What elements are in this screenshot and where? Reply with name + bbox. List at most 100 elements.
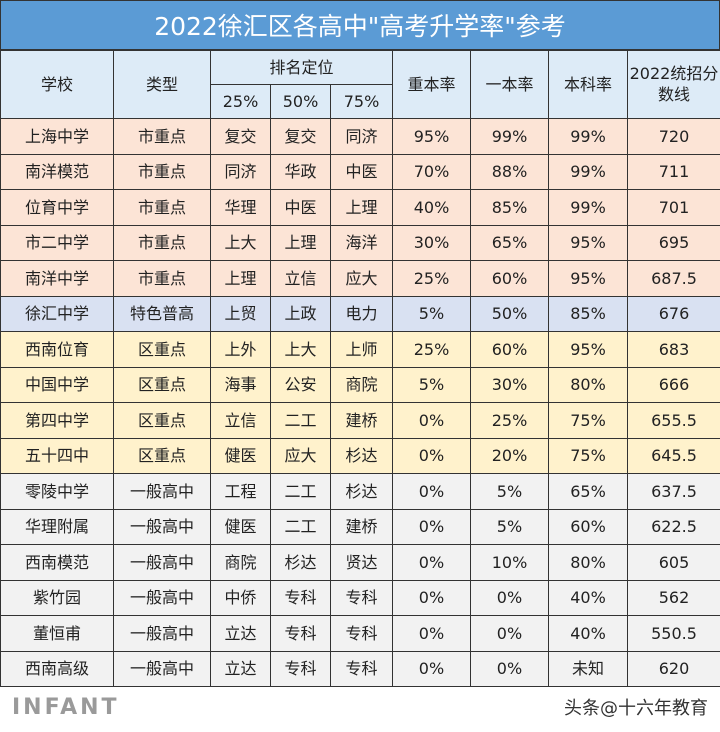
cell-p50: 复交 [270, 118, 331, 155]
table-row: 华理附属 一般高中 健医 二工 建桥 0% 5% 60% 622.5 [0, 508, 720, 545]
cell-school: 零陵中学 [0, 473, 114, 510]
cell-key-rate: 70% [392, 153, 471, 190]
cell-type: 市重点 [113, 153, 211, 190]
header-tier1-rate: 一本率 [470, 50, 549, 119]
cell-p50: 杉达 [270, 544, 331, 581]
cell-key-rate: 0% [392, 402, 471, 439]
cell-type: 一般高中 [113, 579, 211, 616]
cell-key-rate: 30% [392, 224, 471, 261]
cell-school: 市二中学 [0, 224, 114, 261]
cell-type: 区重点 [113, 437, 211, 474]
cell-p25: 上理 [210, 260, 271, 297]
table-row: 五十四中 区重点 健医 应大 杉达 0% 20% 75% 645.5 [0, 437, 720, 474]
cell-key-rate: 5% [392, 295, 471, 332]
cell-score: 695 [627, 224, 720, 261]
cell-tier1-rate: 5% [470, 473, 549, 510]
cell-tier1-rate: 60% [470, 260, 549, 297]
cell-school: 华理附属 [0, 508, 114, 545]
cell-p75: 电力 [330, 295, 393, 332]
cell-school: 南洋中学 [0, 260, 114, 297]
cell-p75: 杉达 [330, 473, 393, 510]
cell-tier1-rate: 99% [470, 118, 549, 155]
cell-p25: 复交 [210, 118, 271, 155]
header-p25: 25% [210, 84, 271, 119]
cell-school: 紫竹园 [0, 579, 114, 616]
cell-type: 一般高中 [113, 508, 211, 545]
table-row: 西南模范 一般高中 商院 杉达 贤达 0% 10% 80% 605 [0, 544, 720, 581]
cell-p50: 专科 [270, 615, 331, 652]
header-bachelor-rate: 本科率 [548, 50, 628, 119]
cell-score: 562 [627, 579, 720, 616]
cell-p75: 上理 [330, 189, 393, 226]
table-row: 南洋模范 市重点 同济 华政 中医 70% 88% 99% 711 [0, 153, 720, 190]
table-row: 紫竹园 一般高中 中侨 专科 专科 0% 0% 40% 562 [0, 579, 720, 616]
cell-key-rate: 25% [392, 331, 471, 368]
cell-bachelor-rate: 95% [548, 260, 628, 297]
cell-key-rate: 40% [392, 189, 471, 226]
cell-p75: 专科 [330, 650, 393, 687]
cell-p50: 二工 [270, 508, 331, 545]
cell-bachelor-rate: 未知 [548, 650, 628, 687]
cell-p75: 专科 [330, 579, 393, 616]
cell-p75: 商院 [330, 366, 393, 403]
cell-type: 市重点 [113, 224, 211, 261]
cell-key-rate: 0% [392, 615, 471, 652]
table-row: 徐汇中学 特色普高 上贸 上政 电力 5% 50% 85% 676 [0, 295, 720, 332]
header-rank: 排名定位 [210, 50, 393, 85]
cell-p75: 应大 [330, 260, 393, 297]
cell-type: 市重点 [113, 260, 211, 297]
cell-p25: 上外 [210, 331, 271, 368]
cell-tier1-rate: 60% [470, 331, 549, 368]
cell-key-rate: 0% [392, 579, 471, 616]
cell-key-rate: 95% [392, 118, 471, 155]
cell-p75: 杉达 [330, 437, 393, 474]
cell-bachelor-rate: 40% [548, 579, 628, 616]
cell-p25: 中侨 [210, 579, 271, 616]
cell-tier1-rate: 85% [470, 189, 549, 226]
cell-type: 区重点 [113, 366, 211, 403]
cell-p25: 健医 [210, 437, 271, 474]
cell-bachelor-rate: 60% [548, 508, 628, 545]
cell-p25: 商院 [210, 544, 271, 581]
cell-score: 676 [627, 295, 720, 332]
cell-type: 区重点 [113, 331, 211, 368]
header-type: 类型 [113, 50, 211, 119]
cell-p50: 应大 [270, 437, 331, 474]
table-row: 位育中学 市重点 华理 中医 上理 40% 85% 99% 701 [0, 189, 720, 226]
cell-school: 上海中学 [0, 118, 114, 155]
table-row: 市二中学 市重点 上大 上理 海洋 30% 65% 95% 695 [0, 224, 720, 261]
header-school: 学校 [0, 50, 114, 119]
cell-p75: 专科 [330, 615, 393, 652]
cell-key-rate: 0% [392, 544, 471, 581]
cell-p25: 同济 [210, 153, 271, 190]
cell-tier1-rate: 5% [470, 508, 549, 545]
cell-bachelor-rate: 99% [548, 118, 628, 155]
cell-bachelor-rate: 99% [548, 153, 628, 190]
cell-p50: 华政 [270, 153, 331, 190]
cell-p25: 上贸 [210, 295, 271, 332]
cell-p25: 立达 [210, 615, 271, 652]
cell-tier1-rate: 50% [470, 295, 549, 332]
cell-bachelor-rate: 85% [548, 295, 628, 332]
cell-bachelor-rate: 75% [548, 437, 628, 474]
cell-p50: 专科 [270, 579, 331, 616]
cell-p75: 上师 [330, 331, 393, 368]
table-row: 西南位育 区重点 上外 上大 上师 25% 60% 95% 683 [0, 331, 720, 368]
cell-p50: 二工 [270, 402, 331, 439]
cell-key-rate: 0% [392, 473, 471, 510]
cell-p25: 立达 [210, 650, 271, 687]
cell-p50: 二工 [270, 473, 331, 510]
cell-score: 620 [627, 650, 720, 687]
cell-score: 605 [627, 544, 720, 581]
cell-p75: 中医 [330, 153, 393, 190]
cell-school: 位育中学 [0, 189, 114, 226]
cell-p25: 上大 [210, 224, 271, 261]
cell-school: 徐汇中学 [0, 295, 114, 332]
cell-bachelor-rate: 99% [548, 189, 628, 226]
cell-p50: 上政 [270, 295, 331, 332]
table-row: 上海中学 市重点 复交 复交 同济 95% 99% 99% 720 [0, 118, 720, 155]
cell-score: 645.5 [627, 437, 720, 474]
cell-p25: 工程 [210, 473, 271, 510]
header-p50: 50% [270, 84, 331, 119]
cell-tier1-rate: 88% [470, 153, 549, 190]
